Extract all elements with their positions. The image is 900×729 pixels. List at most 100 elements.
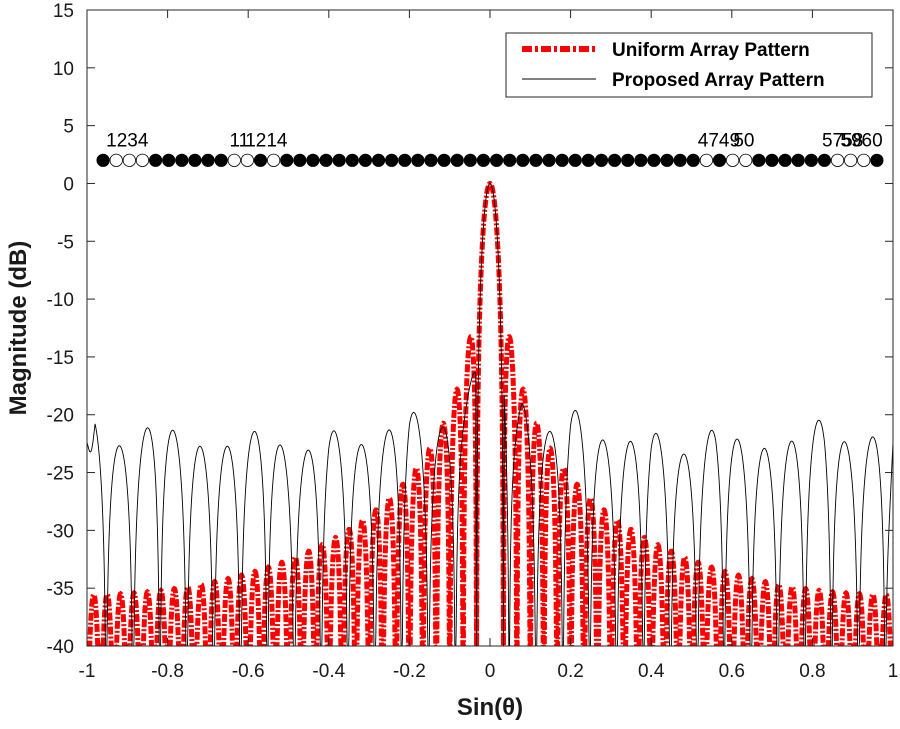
legend-label-proposed: Proposed Array Pattern	[612, 70, 825, 91]
x-tick-label: 1	[888, 661, 899, 682]
array-element-label: 5960	[840, 130, 882, 151]
array-element-on	[542, 153, 556, 167]
plot-area	[87, 10, 893, 646]
x-tick-label: -0.8	[151, 661, 184, 682]
y-tick-label: -5	[57, 232, 74, 253]
x-tick-label: -0.4	[312, 661, 345, 682]
y-tick-label: -30	[47, 521, 74, 542]
array-element-on	[345, 153, 359, 167]
array-element-on	[148, 153, 163, 167]
array-element-on	[489, 153, 504, 167]
array-element-on	[529, 153, 543, 167]
array-element-on	[660, 153, 674, 167]
array-element-on	[634, 153, 648, 167]
x-tick-label: -0.6	[232, 661, 265, 682]
x-tick-label: 0.4	[638, 661, 665, 682]
y-tick-label: 15	[53, 1, 74, 22]
y-axis-title: Magnitude (dB)	[5, 241, 32, 416]
array-element-on	[398, 153, 412, 167]
x-tick-label: 0.6	[719, 661, 745, 682]
array-element-on	[516, 153, 530, 167]
array-element-on	[306, 153, 320, 167]
array-element-on	[214, 153, 228, 167]
array-element-off	[135, 153, 150, 167]
array-element-on	[686, 153, 700, 167]
array-element-on	[358, 153, 373, 167]
array-element-on	[476, 153, 491, 167]
array-element-on	[555, 153, 569, 167]
legend-label-uniform: Uniform Array Pattern	[612, 40, 810, 61]
array-element-off	[267, 153, 281, 167]
x-tick-label: 0	[485, 661, 496, 682]
y-tick-label: -20	[47, 406, 74, 427]
series-proposed-array-pattern	[87, 182, 893, 646]
array-element-label: 1214	[245, 130, 288, 151]
y-tick-label: -35	[47, 579, 74, 600]
array-element-on	[463, 153, 477, 167]
y-tick-label: 10	[53, 59, 74, 80]
array-element-on	[201, 153, 215, 167]
array-element-on	[437, 153, 451, 167]
array-element-off	[109, 153, 123, 167]
y-tick-label: -10	[47, 290, 74, 311]
array-element-on	[594, 153, 609, 167]
array-element-off	[830, 153, 845, 167]
x-tick-label: -0.2	[393, 661, 426, 682]
array-element-on	[647, 153, 661, 167]
array-element-off	[122, 153, 136, 167]
array-element-on	[752, 153, 766, 167]
array-element-off	[240, 153, 254, 167]
array-element-off	[857, 153, 871, 167]
array-element-label: 50	[733, 130, 754, 151]
array-element-on	[581, 153, 595, 167]
array-element-on	[411, 153, 425, 167]
array-element-label: 11	[229, 130, 249, 151]
array-element-on	[253, 153, 268, 167]
x-tick-label: 0.2	[557, 661, 583, 682]
x-tick-label: 0.8	[799, 661, 825, 682]
array-element-on	[293, 153, 307, 167]
array-element-on	[319, 153, 333, 167]
array-element-on	[450, 153, 464, 167]
array-element-on	[712, 153, 727, 167]
array-element-on	[568, 153, 582, 167]
y-tick-label: -25	[47, 464, 74, 485]
array-element-on	[621, 153, 635, 167]
x-tick-label: -1	[79, 661, 96, 682]
array-element-label: 1234	[106, 130, 149, 151]
array-element-on	[607, 153, 622, 167]
array-element-on	[385, 153, 399, 167]
legend-box	[505, 32, 873, 98]
array-element-on	[804, 153, 818, 167]
array-element-on	[280, 153, 294, 167]
y-tick-label: 0	[63, 174, 74, 195]
y-tick-label: -40	[47, 637, 74, 658]
array-element-on	[791, 153, 805, 167]
y-tick-label: -15	[47, 348, 74, 369]
array-element-label: 58	[842, 130, 863, 151]
array-element-on	[332, 153, 346, 167]
legend: Uniform Array Pattern Proposed Array Pat…	[505, 32, 873, 98]
array-element-off	[699, 153, 713, 167]
array-element-off	[844, 153, 858, 167]
array-element-off	[739, 153, 753, 167]
x-axis-title: Sin(θ)	[457, 694, 523, 721]
array-element-label: 57	[822, 130, 843, 151]
array-element-on	[424, 153, 438, 167]
array-element-on	[503, 153, 517, 167]
array-element-on	[765, 153, 779, 167]
array-element-label: 4749	[698, 130, 740, 151]
array-element-off	[726, 153, 740, 167]
array-element-on	[817, 153, 832, 167]
array-element-off	[227, 153, 241, 167]
array-element-on	[673, 153, 687, 167]
array-element-on	[778, 153, 792, 167]
array-element-on	[371, 153, 386, 167]
array-element-on	[96, 153, 110, 167]
array-element-on	[175, 153, 189, 167]
array-element-on	[870, 153, 884, 167]
array-element-on	[162, 153, 176, 167]
array-element-on	[188, 153, 202, 167]
y-tick-label: 5	[63, 117, 74, 138]
